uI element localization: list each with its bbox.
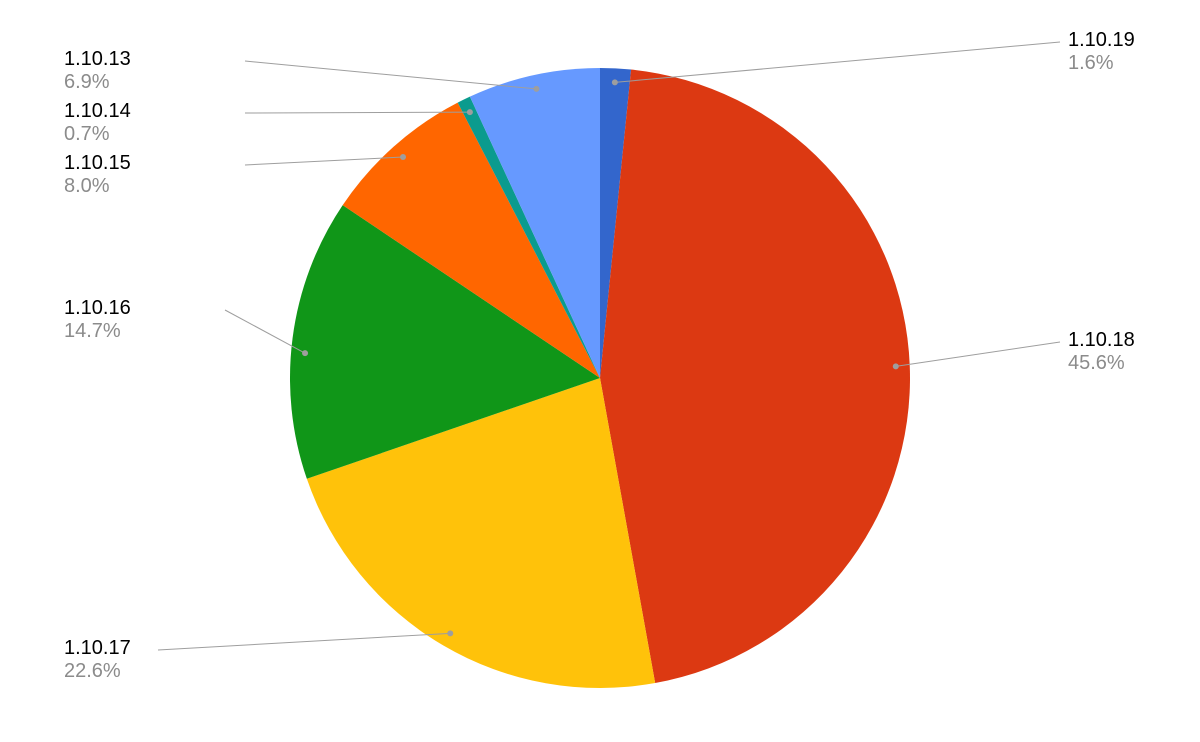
leader-dot — [400, 154, 406, 160]
slice-label-pct: 6.9% — [64, 71, 110, 93]
slice-label-name: 1.10.13 — [64, 48, 131, 70]
pie-chart: 1.10.191.6% 1.10.1845.6% 1.10.1722.6% 1.10.… — [0, 0, 1200, 742]
slice-label-name: 1.10.16 — [64, 297, 131, 319]
slice-label-name: 1.10.19 — [1068, 29, 1135, 51]
slice-label-pct: 14.7% — [64, 320, 121, 342]
pie-slices — [290, 68, 910, 688]
leader-dot — [302, 350, 308, 356]
slice-label-name: 1.10.14 — [64, 100, 131, 122]
leader-dot — [533, 86, 539, 92]
slice-label-pct: 0.7% — [64, 123, 110, 145]
leader-dot — [893, 363, 899, 369]
slice-label-pct: 22.6% — [64, 660, 121, 682]
slice-label-pct: 1.6% — [1068, 52, 1114, 74]
leader-dot — [447, 630, 453, 636]
slice-label-pct: 8.0% — [64, 175, 110, 197]
slice-label-name: 1.10.18 — [1068, 329, 1135, 351]
slice-label-pct: 45.6% — [1068, 352, 1125, 374]
slice-label-name: 1.10.17 — [64, 637, 131, 659]
leader-dot — [467, 109, 473, 115]
slice-label-name: 1.10.15 — [64, 152, 131, 174]
leader-dot — [612, 79, 618, 85]
